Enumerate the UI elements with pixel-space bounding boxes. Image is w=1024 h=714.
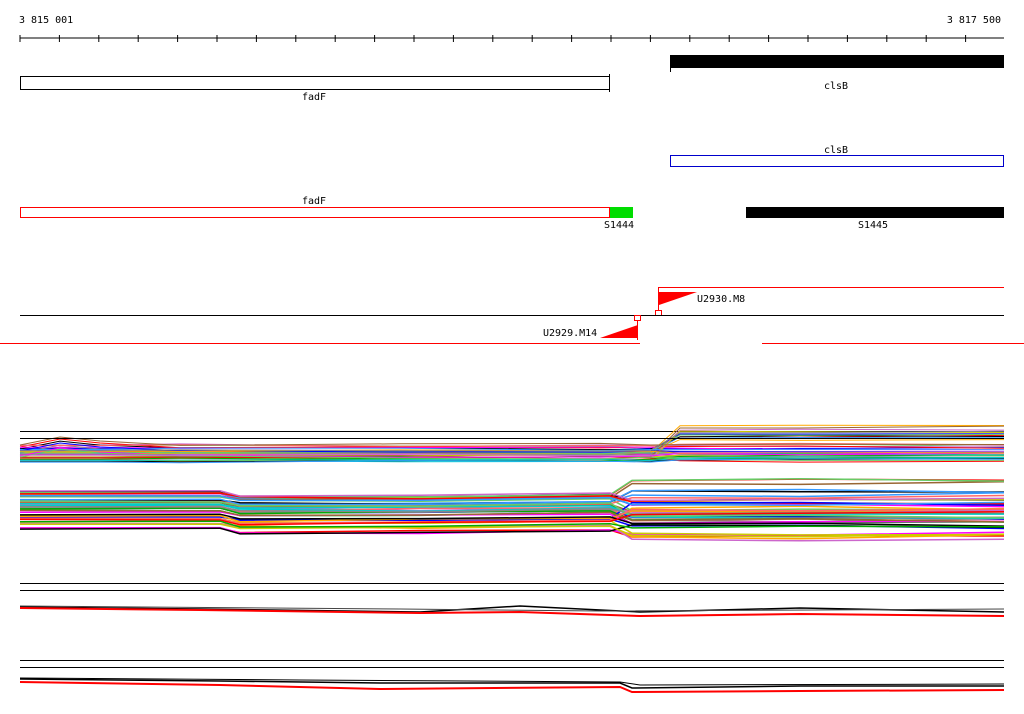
ruler-ticks xyxy=(19,35,967,42)
track-line xyxy=(20,439,1005,455)
coordinate-ruler: 3 815 001 3 817 500 xyxy=(19,15,1004,42)
track-line xyxy=(19,501,1005,521)
marker-right-label: U2930.M8 xyxy=(697,294,745,305)
track-line xyxy=(19,488,1005,506)
track-line xyxy=(19,677,1005,686)
gene-fadF-outline[interactable] xyxy=(20,76,610,90)
track-line xyxy=(20,456,1005,462)
track-line xyxy=(19,500,1005,519)
ruler-start-label: 3 815 001 xyxy=(19,15,73,26)
track-line xyxy=(19,678,1004,689)
marker-right-box xyxy=(655,310,662,316)
track-line xyxy=(19,447,1005,458)
track-line xyxy=(19,508,1005,525)
track-line xyxy=(19,494,1005,507)
marker-left-flag[interactable] xyxy=(600,325,638,338)
marker-left-label: U2929.M14 xyxy=(543,328,597,339)
line-track-2 xyxy=(19,477,1005,542)
track-line xyxy=(19,435,1005,451)
track-line xyxy=(19,605,1005,612)
line-track-1 xyxy=(19,424,1005,464)
feature-S1445-label: S1445 xyxy=(858,220,888,231)
gene-clsB-label: clsB xyxy=(824,81,848,92)
annotation-track-top: clsB fadF xyxy=(20,55,1004,103)
feature-S1445[interactable] xyxy=(746,207,1004,218)
track-line xyxy=(19,681,1005,694)
line-track-4 xyxy=(19,660,1005,694)
line-track-3 xyxy=(19,583,1005,618)
gene-clsB-blue[interactable] xyxy=(670,155,1004,167)
gene-fadF-label: fadF xyxy=(302,92,326,103)
track-line xyxy=(19,520,1005,529)
track-line xyxy=(19,523,1005,538)
gene-fadF-red[interactable] xyxy=(20,207,610,218)
feature-S1444-label: S1444 xyxy=(604,220,634,231)
marker-right-flag[interactable] xyxy=(659,292,697,305)
track-line xyxy=(20,458,1005,464)
track-line xyxy=(19,524,1005,535)
ruler-end-label: 3 817 500 xyxy=(947,15,1001,26)
gene-clsB-black[interactable] xyxy=(670,55,1004,68)
gene-fadF-red-label: fadF xyxy=(302,196,326,207)
track-line xyxy=(19,442,1005,453)
track-line xyxy=(20,451,1005,457)
marker-track: U2930.M8 U2929.M14 xyxy=(0,287,1024,344)
track-line xyxy=(19,489,1005,502)
feature-S1444[interactable] xyxy=(610,207,633,218)
track-line xyxy=(19,511,1005,526)
track-line xyxy=(19,511,1005,525)
gene-clsB-blue-label: clsB xyxy=(824,145,848,156)
marker-left-box xyxy=(634,315,641,321)
annotation-track-middle: clsB fadF S1444 S1445 xyxy=(20,145,1004,231)
track-line xyxy=(19,509,1005,523)
track-line xyxy=(19,607,1005,618)
track-line xyxy=(19,513,1005,527)
track-line xyxy=(19,496,1005,512)
